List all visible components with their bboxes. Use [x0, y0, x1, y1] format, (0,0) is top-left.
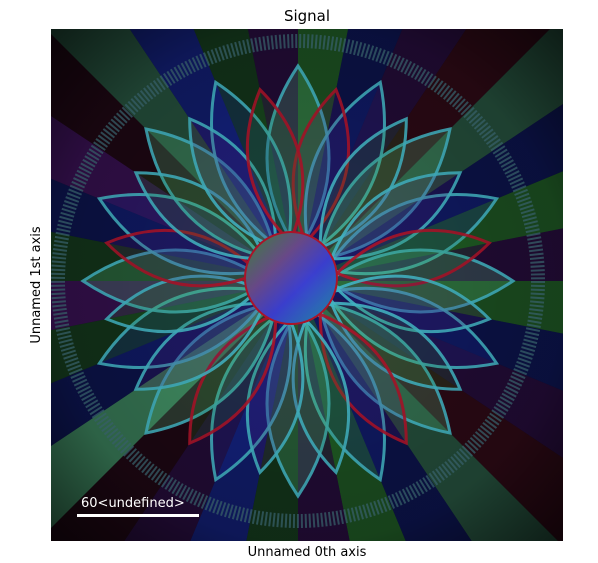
scale-bar	[77, 514, 199, 517]
signal-image	[51, 29, 563, 541]
plot-title: Signal	[283, 7, 331, 25]
scale-bar-label: 60<undefined>	[81, 496, 185, 512]
vignette	[51, 29, 563, 541]
scale-bar-unit: <undefined>	[97, 496, 185, 511]
scale-bar-value: 60	[81, 496, 98, 511]
x-axis-label: Unnamed 0th axis	[247, 545, 367, 560]
y-axis-label: Unnamed 1st axis	[29, 226, 44, 344]
signal-image-panel[interactable]	[51, 29, 563, 541]
